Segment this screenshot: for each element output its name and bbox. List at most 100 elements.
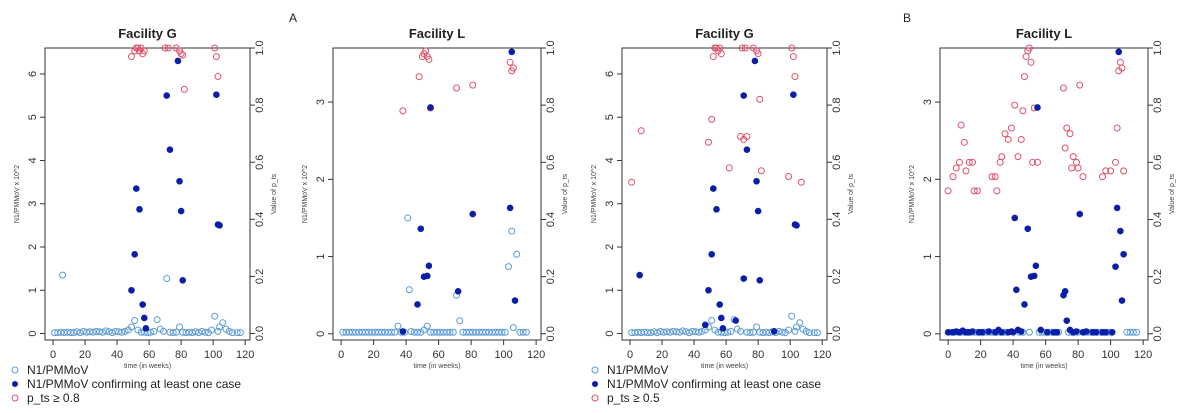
point-filled: [508, 48, 516, 56]
legends: N1/PMMoV N1/PMMoV confirming at least one…: [11, 363, 821, 405]
point-open: [813, 329, 821, 337]
x-tick-label: 20: [368, 349, 380, 361]
point-open: [176, 323, 184, 331]
y2-tick-label: 0.2: [1152, 269, 1164, 284]
x-tick-label: 80: [1072, 349, 1084, 361]
point-red: [637, 127, 645, 135]
y-tick-label: 2: [922, 176, 934, 182]
point-filled: [454, 288, 462, 295]
point-open: [233, 329, 241, 337]
point-open: [228, 329, 236, 337]
point-red: [1021, 73, 1028, 81]
point-filled: [969, 328, 976, 335]
x-tick-label: 80: [465, 349, 477, 361]
point-filled: [985, 328, 993, 335]
x-axis-label: time (in weeks): [701, 363, 748, 370]
point-open: [778, 328, 786, 336]
point-red: [1068, 164, 1076, 172]
point-filled: [128, 286, 135, 294]
y2-tick-label: 0.8: [1152, 98, 1164, 113]
point-filled: [1017, 328, 1025, 335]
point-red: [788, 44, 796, 52]
point-red: [1113, 124, 1121, 132]
x-tick-label: 40: [400, 349, 412, 361]
plot-frame: [44, 47, 251, 341]
point-open: [788, 312, 796, 320]
y2-tick-label: 0.0: [545, 326, 557, 341]
point-red: [944, 187, 952, 195]
point-filled: [469, 210, 477, 218]
point-red: [785, 172, 793, 180]
x-tick-label: 0: [338, 349, 344, 361]
point-red: [1069, 153, 1077, 161]
point-red: [180, 85, 188, 93]
point-filled: [1032, 262, 1040, 270]
point-red: [1120, 167, 1128, 175]
point-filled: [166, 146, 174, 153]
y-tick-label: 1: [27, 287, 39, 293]
point-red: [415, 73, 423, 81]
point-filled: [1082, 328, 1090, 335]
point-open: [644, 329, 652, 337]
point-filled: [732, 317, 740, 324]
legend-marker-filled: [592, 381, 598, 387]
x-tick-label: 40: [1007, 349, 1019, 361]
point-open: [805, 329, 813, 337]
x-tick-label: 60: [143, 349, 155, 361]
point-filled: [793, 222, 800, 229]
y-axis-label: N1/PMMoV x 10^2: [302, 165, 309, 223]
point-red: [509, 64, 517, 72]
point-red: [708, 115, 716, 123]
y-tick-label: 4: [27, 157, 39, 163]
point-filled: [1030, 272, 1038, 280]
point-filled: [1108, 328, 1116, 336]
point-red: [1001, 130, 1009, 138]
y2-tick-label: 0.4: [1152, 212, 1164, 227]
y2-axis-label: Value of p_ts: [271, 173, 278, 214]
legend-marker-open: [11, 366, 19, 374]
point-red: [1008, 124, 1015, 132]
point-open: [810, 329, 818, 337]
x-axis-label: time (in weeks): [124, 363, 171, 370]
point-open: [501, 328, 509, 336]
chart-title: Facility G: [695, 26, 754, 41]
point-open: [102, 327, 110, 335]
point-filled: [414, 301, 421, 308]
y2-tick-label: 0.8: [254, 97, 266, 112]
point-filled: [1024, 225, 1032, 233]
point-red: [1027, 58, 1035, 66]
point-filled: [177, 207, 185, 215]
y-tick-label: 1: [604, 287, 616, 293]
point-filled: [1034, 104, 1041, 111]
x-tick-label: 100: [1101, 349, 1119, 361]
point-red: [1102, 167, 1110, 175]
y2-tick-label: 0.8: [831, 97, 843, 112]
point-filled: [427, 104, 434, 111]
point-open: [785, 326, 793, 334]
point-filled: [1115, 48, 1123, 56]
point-filled: [708, 251, 715, 258]
point-filled: [756, 277, 764, 284]
x-tick-label: 40: [111, 349, 123, 361]
point-open: [67, 329, 75, 337]
legend-label: N1/PMMoV: [607, 363, 668, 377]
point-red: [756, 95, 764, 103]
x-tick-label: 20: [975, 349, 987, 361]
point-red: [993, 187, 1001, 195]
y2-tick-label: 0.0: [1152, 326, 1164, 341]
point-filled: [754, 207, 762, 215]
point-red: [177, 50, 185, 58]
y-tick-label: 0: [922, 331, 934, 337]
point-red: [725, 164, 733, 172]
point-red: [425, 55, 433, 63]
point-red: [212, 53, 220, 61]
point-filled: [216, 222, 223, 229]
y-tick-label: 2: [604, 244, 616, 250]
y-tick-label: 3: [922, 99, 934, 105]
legend-label: N1/PMMoV confirming at least one case: [27, 377, 241, 391]
point-open: [708, 317, 716, 325]
y-tick-label: 1: [315, 254, 327, 260]
legend-marker-red: [11, 394, 19, 402]
point-red: [1019, 107, 1027, 115]
point-red: [969, 158, 976, 166]
